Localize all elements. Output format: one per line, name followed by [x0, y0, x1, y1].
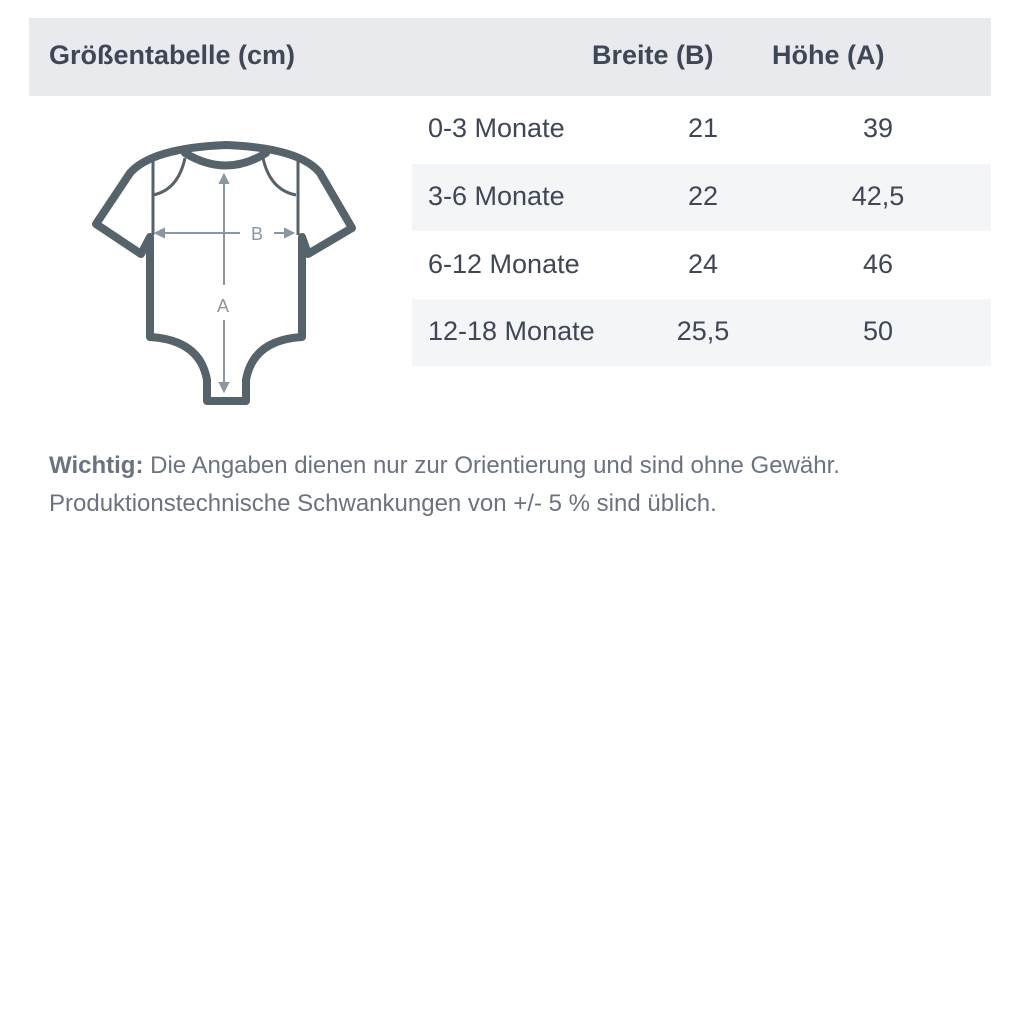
disclaimer-note: Wichtig: Die Angaben dienen nur zur Orie… — [49, 447, 840, 523]
label-a: A — [217, 296, 229, 316]
height-value: 50 — [862, 316, 894, 346]
table-header: Größentabelle (cm) Breite (B) Höhe (A) — [29, 18, 991, 96]
width-value: 21 — [687, 113, 719, 143]
width-value: 22 — [687, 181, 719, 211]
height-value: 46 — [862, 249, 894, 279]
width-value: 25,5 — [676, 316, 730, 346]
height-value: 39 — [862, 113, 894, 143]
note-line1: Die Angaben dienen nur zur Orientierung … — [143, 452, 840, 479]
size-label: 0-3 Monate — [428, 113, 565, 143]
column-header-height: Höhe (A) — [772, 40, 885, 70]
size-label: 3-6 Monate — [428, 181, 565, 211]
label-b: B — [251, 224, 263, 244]
table-row: 3-6 Monate 22 42,5 — [412, 164, 991, 231]
table-row: 12-18 Monate 25,5 50 — [412, 299, 991, 366]
size-label: 6-12 Monate — [428, 249, 580, 279]
note-bold: Wichtig: — [49, 452, 144, 479]
table-row: 0-3 Monate 21 39 — [412, 96, 991, 163]
width-value: 24 — [687, 249, 719, 279]
onesie-diagram-icon: B A — [92, 141, 356, 405]
column-header-width: Breite (B) — [592, 40, 714, 70]
size-label: 12-18 Monate — [428, 316, 595, 346]
table-row: 6-12 Monate 24 46 — [412, 232, 991, 299]
table-title: Größentabelle (cm) — [49, 40, 296, 70]
note-line2: Produktionstechnische Schwankungen von +… — [49, 490, 717, 517]
height-value: 42,5 — [851, 181, 905, 211]
